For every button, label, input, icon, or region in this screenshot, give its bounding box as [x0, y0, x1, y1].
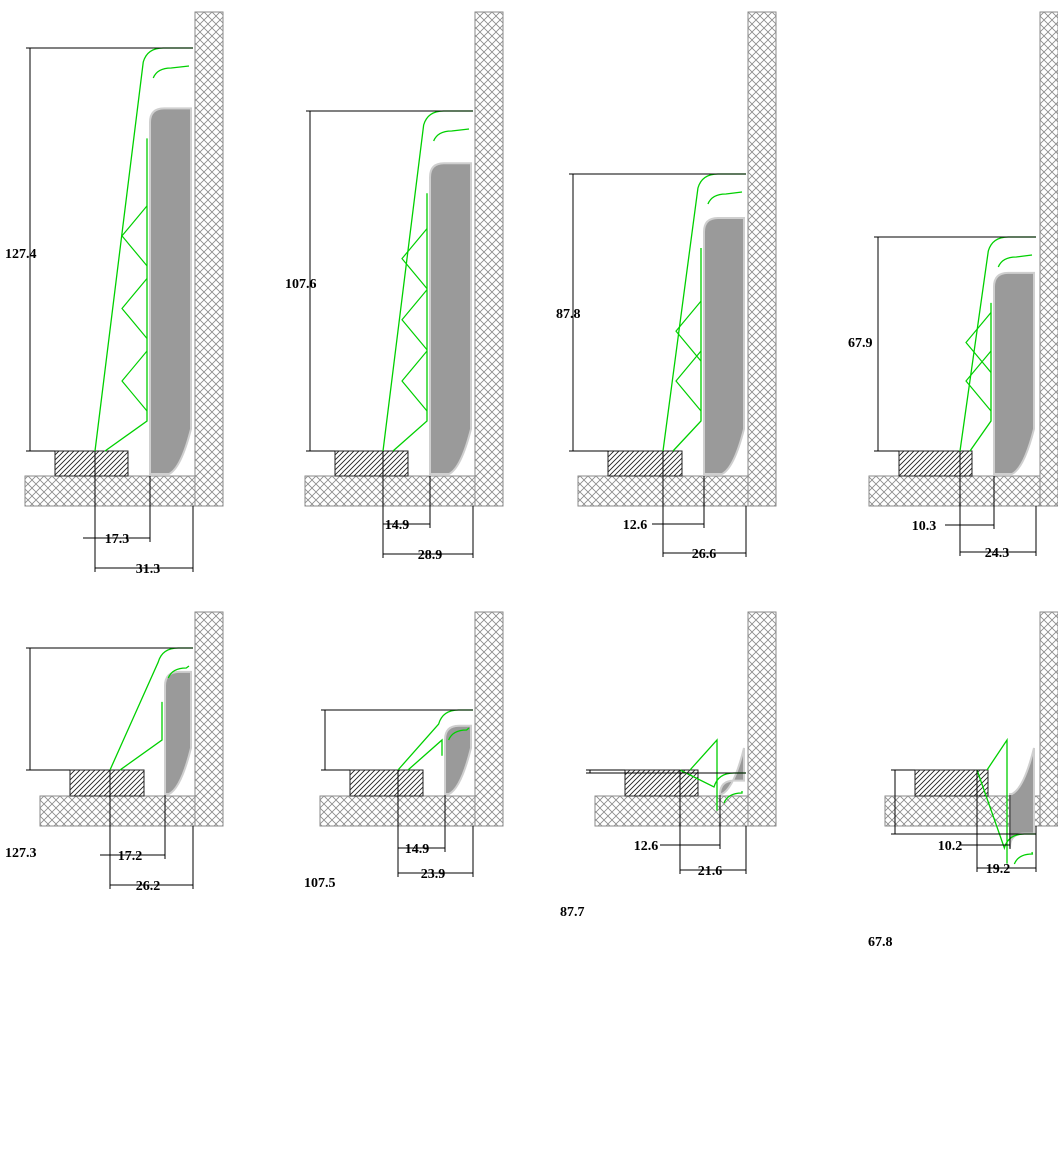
height-dimension-label: 67.8	[868, 935, 893, 950]
base-crosshatch	[24, 475, 196, 507]
gray-body	[993, 271, 1035, 475]
inner-offset-label: 12.6	[634, 839, 659, 854]
footing-hatch	[898, 450, 973, 477]
wall-crosshatch	[194, 611, 224, 827]
base-crosshatch	[868, 475, 1041, 507]
inner-offset-label: 17.2	[118, 849, 143, 864]
inner-offset-label: 12.6	[623, 518, 648, 533]
inner-offset-label: 14.9	[385, 518, 410, 533]
wall-crosshatch	[747, 611, 777, 827]
outer-offset-label: 19.2	[986, 862, 1011, 877]
cross-section-r1-s1: 127.4 17.3 31.3	[5, 11, 224, 577]
inner-offset-label: 14.9	[405, 842, 430, 857]
outer-offset-label: 23.9	[421, 867, 446, 882]
green-ribs	[401, 228, 428, 412]
gray-body	[703, 217, 745, 475]
green-ribs	[675, 300, 702, 412]
cross-section-r1-s4: 67.9 10.3 24.3	[848, 11, 1058, 561]
cross-section-r1-s2: 107.6 14.9 28.9	[285, 11, 504, 563]
footing-hatch	[54, 450, 129, 477]
gray-body	[1009, 747, 1035, 848]
height-dimension-label: 127.3	[5, 846, 37, 861]
inner-offset-label: 17.3	[105, 532, 130, 547]
outer-offset-label: 26.2	[136, 879, 161, 894]
height-dimension-label: 67.9	[848, 336, 873, 351]
inner-offset-label: 10.3	[912, 519, 937, 534]
wall-crosshatch	[747, 11, 777, 507]
base-crosshatch	[594, 795, 749, 827]
base-crosshatch	[39, 795, 196, 827]
gray-body	[429, 162, 472, 475]
gray-body	[719, 747, 745, 795]
cross-section-r2-s3: 87.7 12.6 21.6	[560, 611, 777, 920]
base-crosshatch	[304, 475, 476, 507]
height-dimension-label: 107.5	[304, 876, 336, 891]
height-dimension-label: 107.6	[285, 277, 317, 292]
wall-crosshatch	[1039, 11, 1058, 507]
outer-offset-label: 26.6	[692, 547, 717, 562]
outer-offset-label: 21.6	[698, 864, 723, 879]
footing-hatch	[607, 450, 683, 477]
inner-offset-label: 10.2	[938, 839, 963, 854]
footing-hatch	[69, 769, 145, 797]
cross-section-r1-s3: 87.8 12.6 26.6	[556, 11, 777, 562]
wall-crosshatch	[474, 611, 504, 827]
height-dimension-label: 87.7	[560, 905, 585, 920]
footing-hatch	[914, 769, 989, 797]
cross-section-r2-s4: 67.8 10.2 19.2	[868, 611, 1058, 950]
gray-body	[444, 724, 472, 795]
cross-section-r2-s1: 127.3 17.2 26.2	[5, 611, 224, 894]
green-ribs	[965, 312, 992, 412]
outer-offset-label: 31.3	[136, 562, 161, 577]
cross-section-r2-s2: 107.5 14.9 23.9	[304, 611, 504, 891]
wall-crosshatch	[194, 11, 224, 507]
green-ribs	[121, 205, 148, 412]
footing-hatch	[624, 769, 699, 797]
outer-offset-label: 24.3	[985, 546, 1010, 561]
gray-body	[149, 107, 192, 475]
outer-offset-label: 28.9	[418, 548, 443, 563]
gray-body	[164, 670, 192, 795]
wall-crosshatch	[1039, 611, 1058, 827]
footing-hatch	[349, 769, 424, 797]
height-dimension-label: 127.4	[5, 247, 37, 262]
height-dimension-label: 87.8	[556, 307, 581, 322]
wall-crosshatch	[474, 11, 504, 507]
footing-hatch	[334, 450, 409, 477]
